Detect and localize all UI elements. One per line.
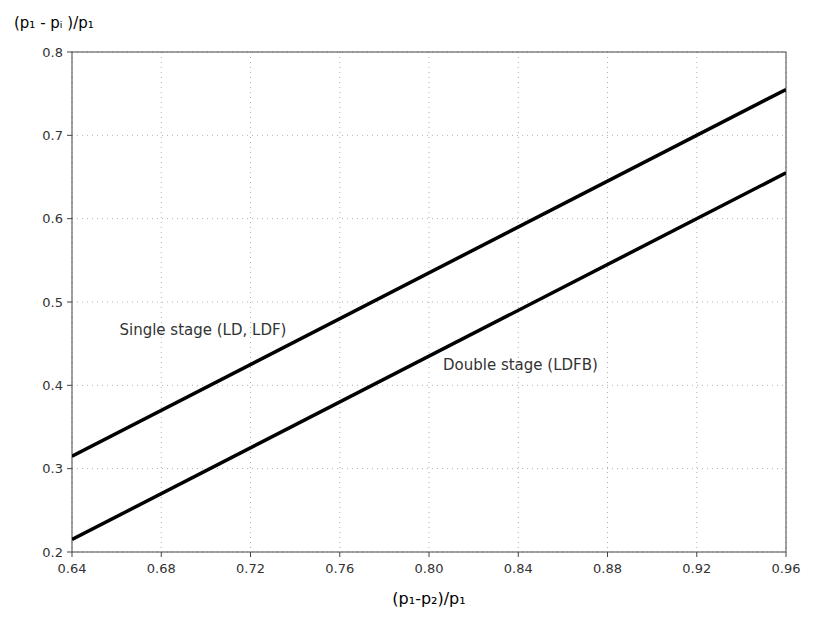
tick-label-y: 0.5 — [42, 295, 63, 310]
tick-y — [67, 385, 72, 386]
tick-label-x: 0.88 — [593, 561, 622, 576]
tick-y — [67, 52, 72, 53]
ticks: 0.64 0.68 0.72 0.76 0.80 0.84 0.88 0.92 0.96 0.2 0… — [42, 45, 800, 577]
tick-x — [429, 552, 430, 557]
tick-y — [67, 552, 72, 553]
tick-x — [518, 552, 519, 557]
tick-label-x: 0.68 — [147, 561, 176, 576]
tick-label-y: 0.6 — [42, 211, 63, 226]
series-label: Double stage (LDFB) — [443, 356, 598, 374]
tick-x — [161, 552, 162, 557]
tick-x — [607, 552, 608, 557]
grid-line-x — [429, 52, 430, 552]
tick-label-x: 0.92 — [682, 561, 711, 576]
tick-label-x: 0.72 — [236, 561, 265, 576]
tick-label-x: 0.84 — [504, 561, 533, 576]
tick-label-x: 0.76 — [325, 561, 354, 576]
tick-label-y: 0.8 — [42, 45, 63, 60]
tick-x — [786, 552, 787, 557]
tick-x — [72, 552, 73, 557]
tick-label-y: 0.2 — [42, 545, 63, 560]
series-line — [72, 90, 786, 457]
tick-label-y: 0.3 — [42, 461, 63, 476]
series-label: Single stage (LD, LDF) — [119, 321, 286, 339]
series-labels: Single stage (LD, LDF) Double stage (LDFB… — [119, 321, 597, 374]
tick-label-x: 0.64 — [58, 561, 87, 576]
series-line — [72, 173, 786, 540]
grid-line-y — [72, 302, 786, 303]
tick-x — [696, 552, 697, 557]
grid — [72, 52, 786, 552]
tick-y — [67, 218, 72, 219]
grid-line-x — [339, 52, 340, 552]
grid-line-y — [72, 135, 786, 136]
grid-line-x — [161, 52, 162, 552]
plot-frame — [72, 52, 786, 552]
tick-y — [67, 135, 72, 136]
tick-y — [67, 302, 72, 303]
y-axis-label: (p₁ - pᵢ )/p₁ — [14, 14, 94, 32]
grid-line-y — [72, 218, 786, 219]
tick-x — [339, 552, 340, 557]
tick-label-x: 0.96 — [772, 561, 801, 576]
grid-line-y — [72, 468, 786, 469]
tick-x — [250, 552, 251, 557]
series-lines — [72, 90, 786, 540]
grid-line-y — [72, 385, 786, 386]
chart: 0.64 0.68 0.72 0.76 0.80 0.84 0.88 0.92 0.96 0.2 0… — [0, 0, 816, 626]
tick-label-y: 0.7 — [42, 128, 63, 143]
grid-line-x — [250, 52, 251, 552]
tick-label-y: 0.4 — [42, 378, 63, 393]
x-axis-label: (p₁-p₂)/p₁ — [392, 589, 465, 608]
tick-y — [67, 468, 72, 469]
tick-label-x: 0.80 — [415, 561, 444, 576]
